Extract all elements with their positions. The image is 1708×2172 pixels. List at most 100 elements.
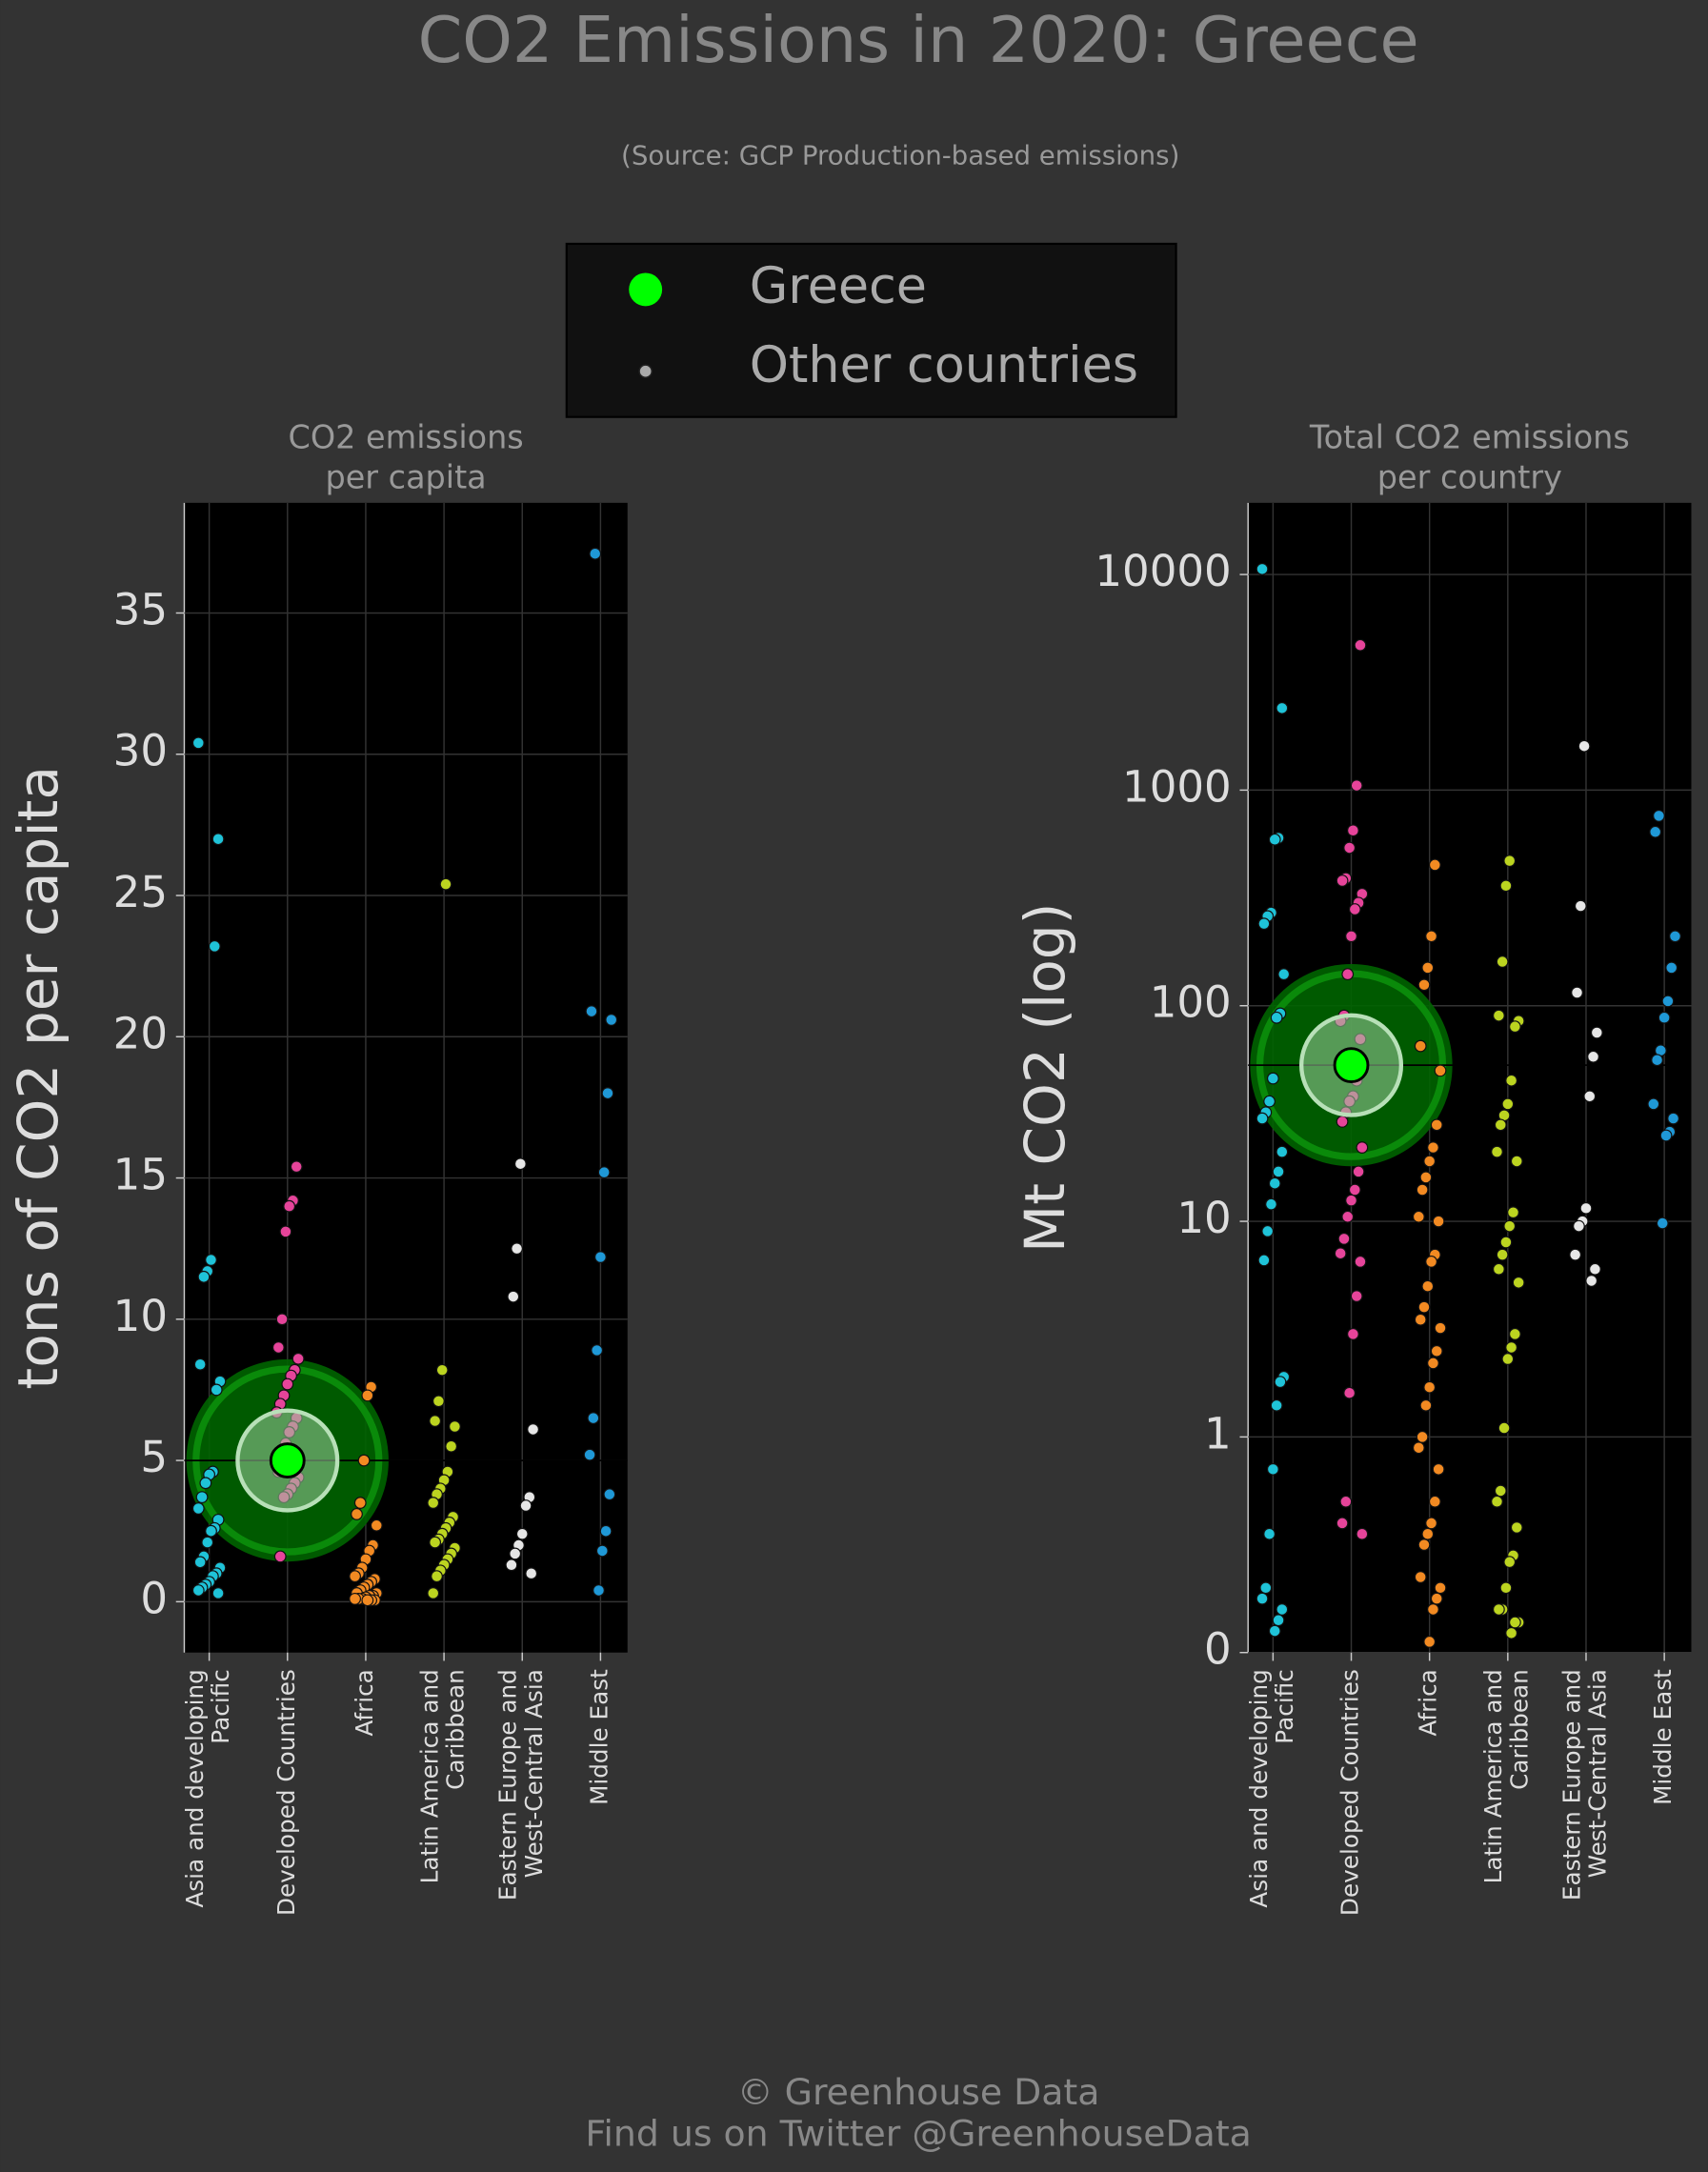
- data-point: [1356, 1141, 1369, 1154]
- x-tick-label: Latin America andCaribbean: [415, 1669, 469, 1883]
- data-point: [1430, 1118, 1443, 1132]
- data-point: [1277, 968, 1291, 981]
- x-tick-label: Developed Countries: [272, 1669, 300, 1916]
- data-point: [1434, 1064, 1447, 1077]
- data-point: [1414, 1313, 1427, 1326]
- data-point: [1257, 1254, 1271, 1267]
- data-point: [1503, 1219, 1517, 1233]
- data-point: [1583, 1090, 1597, 1103]
- data-point: [1494, 1118, 1507, 1132]
- data-point: [201, 1536, 214, 1549]
- y-tick-label: 0: [1204, 1624, 1232, 1675]
- data-point: [1505, 1341, 1518, 1354]
- data-point: [211, 1587, 225, 1599]
- data-point: [1649, 825, 1662, 838]
- x-tick-label: Middle East: [585, 1669, 613, 1805]
- data-point: [429, 1415, 442, 1427]
- data-point: [1499, 1236, 1513, 1249]
- data-point: [210, 1383, 223, 1397]
- data-point: [1503, 1556, 1517, 1569]
- data-point: [1263, 1095, 1276, 1108]
- legend-marker: [638, 364, 653, 378]
- data-point: [1263, 1527, 1276, 1540]
- data-point: [1428, 1495, 1441, 1508]
- x-tick-label: Developed Countries: [1336, 1669, 1364, 1916]
- data-point: [1256, 562, 1269, 575]
- data-point: [1505, 1626, 1518, 1639]
- data-point: [1345, 1194, 1357, 1207]
- data-point: [585, 1005, 598, 1017]
- data-point: [275, 1313, 289, 1326]
- legend-label: Other countries: [750, 336, 1138, 394]
- y-tick-label: 1000: [1122, 761, 1232, 812]
- data-point: [1510, 1521, 1523, 1534]
- data-point: [1508, 1020, 1521, 1034]
- data-point: [1276, 1145, 1289, 1158]
- data-point: [1339, 1495, 1353, 1508]
- data-point: [1419, 1171, 1433, 1184]
- data-point: [290, 1160, 303, 1174]
- data-point: [1656, 1217, 1669, 1230]
- data-point: [1347, 1328, 1359, 1340]
- data-point: [1667, 1112, 1679, 1125]
- data-point: [593, 1584, 605, 1597]
- data-point: [1651, 1054, 1663, 1067]
- y-tick-label: 100: [1150, 977, 1232, 1028]
- data-point: [191, 736, 205, 750]
- data-point: [601, 1087, 614, 1099]
- legend-box: [565, 242, 1177, 418]
- data-point: [1425, 1256, 1437, 1268]
- data-point: [1659, 1129, 1673, 1142]
- data-point: [1510, 1155, 1523, 1168]
- data-point: [527, 1423, 539, 1436]
- data-point: [1669, 930, 1681, 943]
- y-axis-label: tons of CO2 per capita: [6, 766, 70, 1390]
- data-point: [361, 1594, 374, 1607]
- x-tick-label: Eastern Europe andWest-Central Asia: [494, 1669, 548, 1900]
- data-point: [1268, 1624, 1281, 1638]
- data-point: [1432, 1215, 1445, 1228]
- data-point: [1417, 1300, 1431, 1314]
- data-point: [1343, 841, 1356, 855]
- highlight-point: [269, 1442, 306, 1478]
- title: CO2 Emissions in 2020: Greece: [418, 3, 1419, 77]
- data-point: [1348, 903, 1361, 915]
- data-point: [587, 1412, 600, 1424]
- data-point: [1354, 638, 1367, 652]
- data-point: [1496, 955, 1509, 968]
- data-point: [1658, 1011, 1671, 1024]
- data-point: [1256, 1112, 1269, 1125]
- data-point: [1272, 1165, 1285, 1178]
- data-point: [1508, 1328, 1521, 1340]
- data-point: [429, 1536, 442, 1549]
- footer: Find us on Twitter @GreenhouseData: [585, 2113, 1251, 2155]
- legend-marker: [629, 272, 663, 307]
- data-point: [1421, 1279, 1435, 1293]
- data-point: [594, 1251, 607, 1263]
- data-point: [1499, 1581, 1513, 1595]
- data-point: [1266, 1462, 1279, 1476]
- data-point: [1417, 978, 1431, 992]
- data-point: [597, 1166, 611, 1179]
- data-point: [349, 1570, 361, 1583]
- chart-title: per country: [1377, 459, 1562, 496]
- data-point: [211, 833, 225, 846]
- y-tick-label: 35: [113, 584, 168, 634]
- data-point: [1492, 1009, 1505, 1022]
- y-tick-label: 25: [113, 867, 168, 917]
- data-point: [357, 1454, 371, 1467]
- data-point: [1430, 1592, 1443, 1605]
- data-point: [1508, 1616, 1521, 1629]
- x-tick-label: Middle East: [1649, 1669, 1677, 1805]
- data-point: [1256, 1592, 1269, 1605]
- data-point: [1270, 1398, 1283, 1412]
- chart-title: per capita: [326, 459, 487, 496]
- data-point: [1496, 1248, 1509, 1261]
- data-point: [1341, 1210, 1355, 1223]
- data-point: [1434, 1321, 1447, 1335]
- data-point: [191, 1502, 205, 1515]
- data-point: [1569, 1248, 1582, 1261]
- data-point: [519, 1499, 532, 1512]
- data-point: [599, 1524, 613, 1538]
